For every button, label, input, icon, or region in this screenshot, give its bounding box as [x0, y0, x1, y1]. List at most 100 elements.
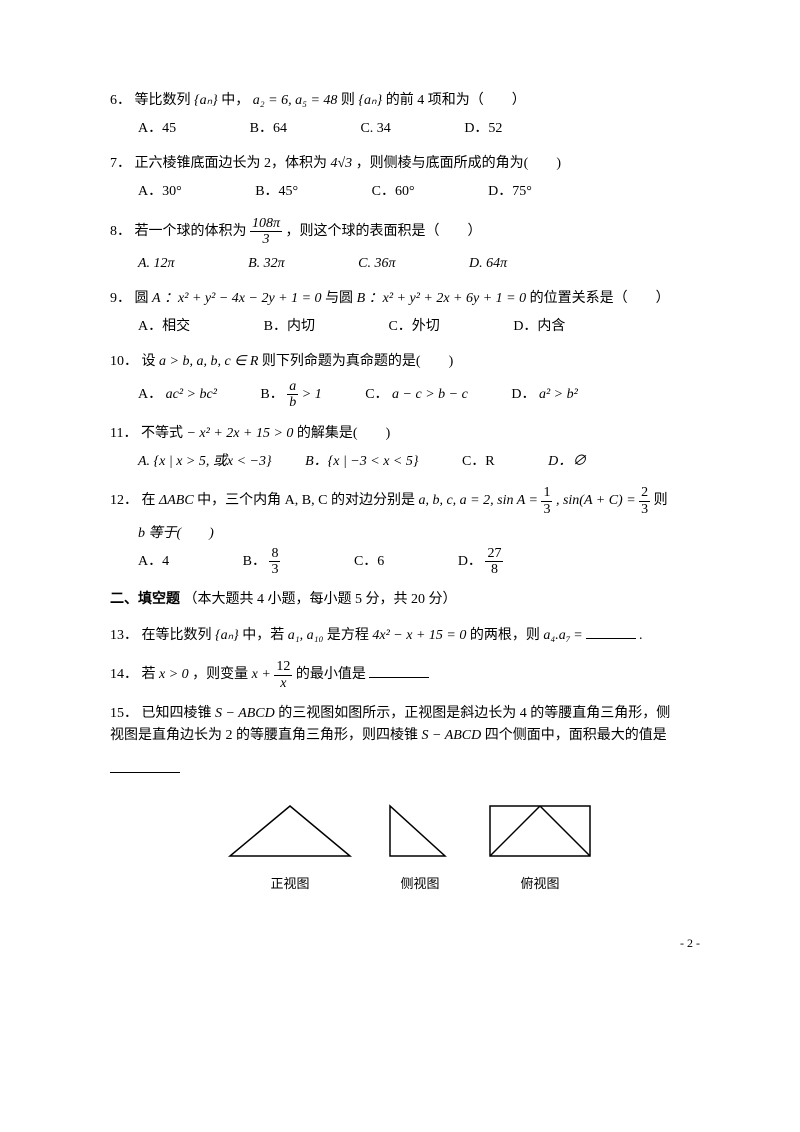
q10-text: 10． 设 a > b, a, b, c ∈ R 则下列命题为真命题的是( ) [110, 351, 710, 373]
q9-bl: B [357, 291, 366, 306]
q13-eq: 4x² − x + 15 = 0 [372, 628, 466, 643]
q12-ob-num: 8 [269, 546, 280, 562]
q13-num: 13． [110, 628, 138, 643]
q6-num: 6． [110, 93, 131, 108]
q6-opt-a: A．45 [138, 118, 176, 140]
page-number: - 2 - [110, 934, 710, 953]
q15-l2a: 视图是直角边长为 2 的等腰直角三角形，则四棱锥 [110, 728, 422, 743]
q6-seq: {aₙ} [194, 93, 218, 108]
q8-options: A. 12π B. 32π C. 36π D. 64π [110, 253, 710, 275]
q9-opt-d: D．内含 [513, 316, 565, 338]
q9-b: ：x² + y² + 2x + 6y + 1 = 0 [369, 291, 527, 306]
q9-opt-c: C．外切 [388, 316, 439, 338]
q12-t2: 中，三个内角 A, B, C 的对边分别是 [197, 494, 418, 509]
q9-t2: 的位置关系是（ ） [530, 291, 670, 306]
top-view: 俯视图 [485, 801, 595, 894]
q12-t1: 在 [142, 494, 156, 509]
q8-frac-den: 3 [250, 232, 282, 247]
q14-num: 14． [110, 667, 138, 682]
q10-cond: a > b, a, b, c ∈ R [159, 354, 258, 369]
q14-t2: ，则变量 [192, 667, 252, 682]
question-6: 6． 等比数列 {aₙ} 中， a₂ = 6, a₅ = 48 则 {aₙ} 的… [110, 90, 710, 141]
q8-text: 8． 若一个球的体积为 108π 3 ，则这个球的表面积是（ ） [110, 216, 710, 248]
q15-l2b: 四个侧面中，面积最大的值是 [485, 728, 667, 743]
q8-opt-d: D. 64π [469, 253, 507, 275]
q6-opt-d: D．52 [464, 118, 502, 140]
question-7: 7． 正六棱锥底面边长为 2，体积为 4√3 ，则侧棱与底面所成的角为( ) A… [110, 153, 710, 204]
q13-t3: 是方程 [327, 628, 373, 643]
q12-ob-frac: 8 3 [269, 546, 280, 578]
q14-blank [369, 663, 429, 678]
q8-frac-num: 108π [250, 216, 282, 232]
q7-t1: 正六棱锥底面边长为 2，体积为 [135, 156, 328, 171]
section-2-header: 二、填空题 （本大题共 4 小题，每小题 5 分，共 20 分） [110, 589, 710, 611]
q10-oa-l: A． [138, 387, 162, 402]
q10-t2: 则下列命题为真命题的是( ) [262, 354, 453, 369]
q7-num: 7． [110, 156, 131, 171]
side-view-label: 侧视图 [385, 874, 455, 895]
question-10: 10． 设 a > b, a, b, c ∈ R 则下列命题为真命题的是( ) … [110, 351, 710, 411]
q12-ob-den: 3 [269, 562, 280, 577]
question-14: 14． 若 x > 0 ，则变量 x + 12 x 的最小值是 [110, 659, 710, 691]
q12-options: A．4 B． 8 3 C．6 D． 27 8 [110, 546, 710, 578]
front-view-label: 正视图 [225, 874, 355, 895]
q14-frac-den: x [274, 676, 292, 691]
q12-num: 12． [110, 494, 138, 509]
q15-line2: 视图是直角边长为 2 的等腰直角三角形，则四棱锥 S − ABCD 四个侧面中，… [110, 725, 710, 747]
q10-ob-den: b [287, 395, 298, 410]
q15-solid: S − ABCD [215, 706, 275, 721]
q15-t2: 的三视图如图所示，正视图是斜边长为 4 的等腰直角三角形，侧 [278, 706, 670, 721]
q12-f1-num: 1 [541, 485, 552, 501]
q14-t3: 的最小值是 [296, 667, 366, 682]
q10-ob-tail: > 1 [302, 387, 322, 402]
q6-opt-c: C. 34 [360, 118, 390, 140]
question-8: 8． 若一个球的体积为 108π 3 ，则这个球的表面积是（ ） A. 12π … [110, 216, 710, 276]
q6-options: A．45 B．64 C. 34 D．52 [110, 118, 710, 140]
question-13: 13． 在等比数列 {aₙ} 中，若 a₁, a₁₀ 是方程 4x² − x +… [110, 624, 710, 647]
q11-opt-a: A. {x | x > 5, 或x < −3} [138, 451, 272, 473]
q12-opt-c: C．6 [354, 551, 384, 573]
q6-opt-b: B．64 [250, 118, 287, 140]
q12-od-num: 27 [485, 546, 503, 562]
q7-opt-a: A．30° [138, 181, 182, 203]
q12-tri: ΔABC [159, 494, 194, 509]
q8-t2: ，则这个球的表面积是（ ） [286, 224, 482, 239]
q11-t2: 的解集是( ) [297, 426, 390, 441]
three-views: 正视图 侧视图 俯视图 [110, 801, 710, 894]
q15-blank-line [110, 758, 710, 781]
q10-opt-b: B． a b > 1 [260, 379, 321, 411]
q10-ob-frac: a b [287, 379, 298, 411]
q6-td: 的前 4 项和为（ ） [386, 93, 526, 108]
q6-seq2: {aₙ} [358, 93, 382, 108]
q15-blank [110, 758, 180, 773]
q12-tail: 则 [654, 494, 668, 509]
question-11: 11． 不等式 − x² + 2x + 15 > 0 的解集是( ) A. {x… [110, 423, 710, 474]
q12-ob-l: B． [243, 554, 266, 569]
q11-num: 11． [110, 426, 137, 441]
q14-t1: 若 [142, 667, 160, 682]
front-view-svg [225, 801, 355, 861]
q6-tb: 中， [221, 93, 249, 108]
q6-cond: a₂ = 6, a₅ = 48 [253, 93, 338, 108]
q7-options: A．30° B．45° C．60° D．75° [110, 181, 710, 203]
q12-f2-num: 2 [639, 485, 650, 501]
top-view-svg [485, 801, 595, 861]
q7-opt-b: B．45° [255, 181, 298, 203]
q12-line2: b 等于( ) [110, 523, 710, 545]
q12-opt-d: D． 27 8 [458, 546, 504, 578]
q12-mid: , sin(A + C) = [556, 494, 639, 509]
q12-f1: 1 3 [541, 485, 552, 517]
q12-opt-b: B． 8 3 [243, 546, 281, 578]
q13-t4: 的两根，则 [470, 628, 544, 643]
q8-num: 8． [110, 224, 131, 239]
q11-opt-d: D．∅ [548, 451, 586, 473]
question-9: 9． 圆 A ：x² + y² − 4x − 2y + 1 = 0 与圆 B ：… [110, 288, 710, 339]
q12-od-den: 8 [485, 562, 503, 577]
q13-blank [586, 624, 636, 639]
q8-t1: 若一个球的体积为 [135, 224, 247, 239]
question-15: 15． 已知四棱锥 S − ABCD 的三视图如图所示，正视图是斜边长为 4 的… [110, 703, 710, 781]
section-2-title: 二、填空题 [110, 592, 180, 607]
q9-opt-a: A．相交 [138, 316, 190, 338]
front-view: 正视图 [225, 801, 355, 894]
q10-opt-c: C． a − c > b − c [365, 384, 468, 406]
